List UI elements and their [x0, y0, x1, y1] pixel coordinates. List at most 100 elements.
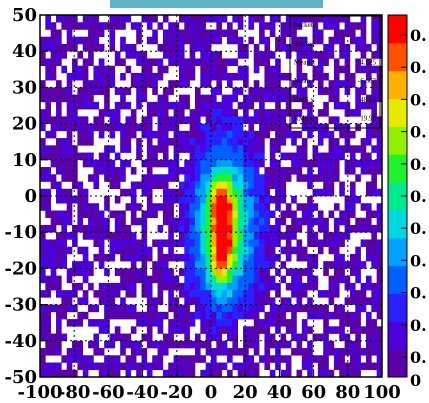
heatmap-cell: [136, 51, 142, 59]
heatmap-cell: [189, 145, 196, 153]
heatmap-cell: [317, 224, 324, 233]
heatmap-cell: [232, 326, 239, 334]
heatmap-cell: [157, 72, 164, 81]
heatmap-cell: [264, 333, 271, 342]
heatmap-cell: [285, 369, 292, 378]
heatmap-cell: [157, 109, 164, 117]
heatmap-cell: [130, 217, 137, 226]
heatmap-cell: [232, 232, 239, 240]
x-tick-label: -20: [161, 382, 194, 403]
heatmap-cell: [88, 232, 94, 240]
heatmap-cell: [328, 87, 335, 95]
heatmap-cell: [360, 167, 367, 175]
heatmap-cell: [50, 217, 57, 226]
heatmap-cell: [275, 80, 281, 88]
heatmap-cell: [339, 333, 345, 342]
heatmap-cell: [328, 311, 335, 320]
heatmap-cell: [104, 159, 110, 168]
heatmap-cell: [141, 290, 148, 298]
heatmap-cell: [93, 87, 100, 95]
heatmap-cell: [93, 15, 100, 23]
heatmap-cell: [275, 304, 281, 313]
heatmap-cell: [88, 29, 94, 38]
heatmap-cell: [232, 275, 239, 284]
heatmap-cell: [146, 80, 153, 88]
heatmap-cell: [152, 15, 158, 23]
heatmap-cell: [296, 304, 303, 313]
heatmap-cell: [56, 29, 62, 38]
heatmap-cell: [104, 355, 110, 363]
heatmap-cell: [296, 87, 303, 95]
heatmap-cell: [275, 138, 281, 146]
heatmap-cell: [50, 181, 57, 190]
heatmap-cell: [168, 116, 174, 124]
heatmap-cell: [141, 268, 148, 276]
heatmap-cell: [248, 203, 255, 211]
heatmap-cell: [125, 65, 132, 74]
heatmap-cell: [248, 311, 255, 320]
heatmap-cell: [371, 22, 377, 30]
heatmap-cell: [349, 253, 356, 262]
heatmap-cell: [275, 72, 281, 81]
heatmap-cell: [227, 22, 233, 30]
heatmap-cell: [141, 224, 148, 233]
heatmap-cell: [355, 145, 361, 153]
heatmap-cell: [162, 43, 169, 52]
heatmap-cell: [130, 246, 137, 255]
heatmap-cell: [109, 159, 116, 168]
heatmap-cell: [371, 253, 377, 262]
heatmap-cell: [232, 340, 239, 349]
heatmap-cell: [168, 101, 174, 110]
heatmap-cell: [221, 109, 228, 117]
heatmap-cell: [88, 87, 94, 95]
heatmap-cell: [216, 188, 222, 197]
heatmap-cell: [317, 109, 324, 117]
heatmap-cell: [227, 246, 233, 255]
heatmap-cell: [173, 130, 180, 139]
heatmap-cell: [285, 340, 292, 349]
heatmap-cell: [317, 152, 324, 161]
heatmap-cell: [162, 101, 169, 110]
heatmap-cell: [264, 261, 271, 269]
heatmap-cell: [194, 210, 201, 219]
color-scale-band: [388, 237, 407, 267]
heatmap-cell: [200, 355, 206, 363]
color-scale-label: 0.: [410, 26, 427, 45]
heatmap-cell: [333, 326, 340, 334]
heatmap-cell: [248, 239, 255, 247]
heatmap-cell: [189, 275, 196, 284]
heatmap-cell: [333, 261, 340, 269]
heatmap-cell: [275, 167, 281, 175]
x-tick-label: 20: [233, 382, 258, 403]
heatmap-cell: [371, 290, 377, 298]
heatmap-cell: [237, 152, 244, 161]
heatmap-cell: [88, 94, 94, 103]
heatmap-cell: [323, 232, 329, 240]
heatmap-cell: [45, 326, 51, 334]
heatmap-cell: [317, 36, 324, 45]
heatmap-cell: [194, 123, 201, 132]
heatmap-cell: [221, 116, 228, 124]
heatmap-cell: [162, 196, 169, 204]
heatmap-cell: [194, 355, 201, 363]
heatmap-cell: [162, 65, 169, 74]
heatmap-cell: [312, 261, 319, 269]
heatmap-cell: [109, 355, 116, 363]
heatmap-cell: [200, 290, 206, 298]
heatmap-cell: [98, 29, 105, 38]
heatmap-cell: [168, 282, 174, 291]
heatmap-cell: [141, 80, 148, 88]
heatmap-cell: [168, 203, 174, 211]
heatmap-cell: [45, 203, 51, 211]
heatmap-cell: [72, 232, 78, 240]
heatmap-cell: [264, 203, 271, 211]
heatmap-cell: [333, 15, 340, 23]
heatmap-cell: [365, 282, 372, 291]
heatmap-cell: [104, 80, 110, 88]
heatmap-cell: [291, 80, 297, 88]
heatmap-cell: [184, 326, 190, 334]
heatmap-cell: [125, 87, 132, 95]
heatmap-cell: [227, 72, 233, 81]
heatmap-cell: [216, 123, 222, 132]
